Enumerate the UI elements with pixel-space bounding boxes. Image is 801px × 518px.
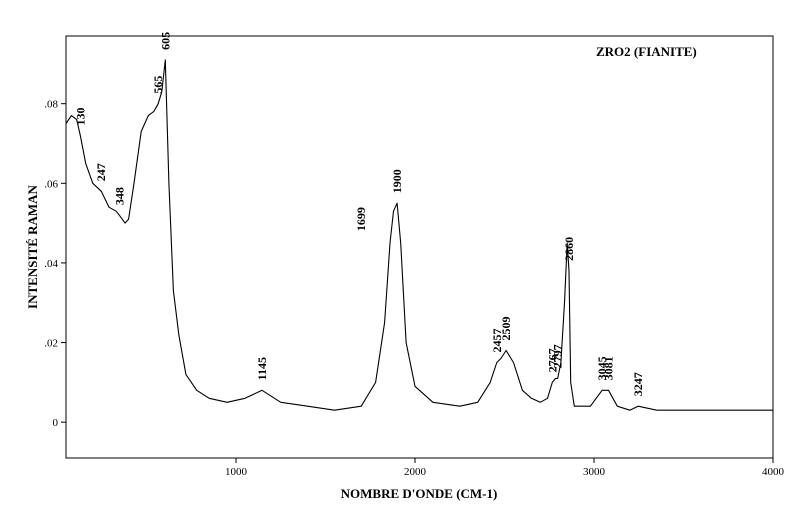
peak-label: 3081: [602, 356, 616, 380]
peak-label: 1145: [255, 357, 269, 380]
spectrum-line: [65, 59, 773, 411]
chart-title: ZRO2 (FIANITE): [596, 44, 697, 59]
peak-label: 130: [73, 108, 87, 126]
peak-label: 605: [158, 32, 172, 50]
spectrum-series: [65, 59, 773, 411]
peak-label: 2509: [499, 317, 513, 341]
peak-label: 1900: [390, 169, 404, 193]
axis-ticks: 1000 2000 3000 4000 0 .02 .04 .06 .08: [44, 99, 784, 478]
x-axis-title: NOMBRE D'ONDE (CM-1): [341, 486, 498, 501]
peak-label: 3045: [595, 356, 609, 380]
x-tick-label: 1000: [225, 466, 248, 478]
y-axis-title: INTENSITÉ RAMAN: [25, 184, 40, 308]
x-tick-label: 2000: [404, 466, 427, 478]
peak-label: 2457: [490, 328, 504, 352]
y-tick-label: .06: [44, 178, 58, 190]
x-tick-label: 3000: [583, 466, 606, 478]
peak-labels: 1302473485656051145169919002457250927672…: [73, 32, 645, 396]
peak-label: 565: [151, 76, 165, 94]
y-tick-label: 0: [53, 417, 59, 429]
y-tick-label: .08: [44, 99, 58, 111]
peak-label: 247: [94, 163, 108, 181]
x-tick-label: 4000: [762, 466, 785, 478]
peak-label: 3247: [631, 372, 645, 396]
peak-label: 1699: [354, 207, 368, 231]
plot-frame: [65, 35, 774, 459]
peak-label: 2860: [562, 237, 576, 261]
peak-label: 2797: [551, 344, 565, 368]
y-tick-label: .02: [44, 338, 58, 350]
y-tick-label: .04: [44, 258, 58, 270]
peak-label: 348: [112, 187, 126, 205]
peak-label: 2767: [545, 348, 559, 372]
